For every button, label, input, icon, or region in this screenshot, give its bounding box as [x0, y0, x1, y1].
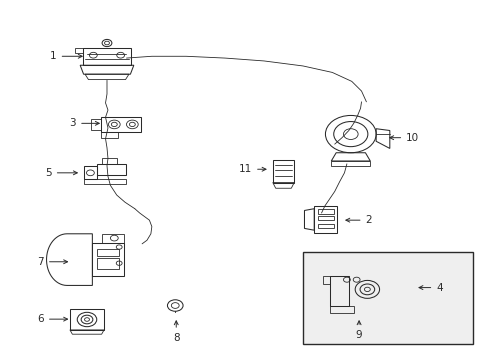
Bar: [303, 252, 472, 344]
Text: 7: 7: [37, 257, 67, 267]
Text: 8: 8: [173, 321, 179, 343]
Text: 10: 10: [389, 133, 418, 143]
Text: 4: 4: [418, 283, 442, 293]
Text: 5: 5: [45, 168, 77, 178]
Text: 2: 2: [345, 215, 371, 225]
Text: 6: 6: [37, 314, 67, 324]
Text: 1: 1: [50, 51, 82, 61]
Text: 3: 3: [69, 118, 99, 128]
Text: 11: 11: [238, 164, 265, 174]
Text: 9: 9: [355, 321, 362, 340]
